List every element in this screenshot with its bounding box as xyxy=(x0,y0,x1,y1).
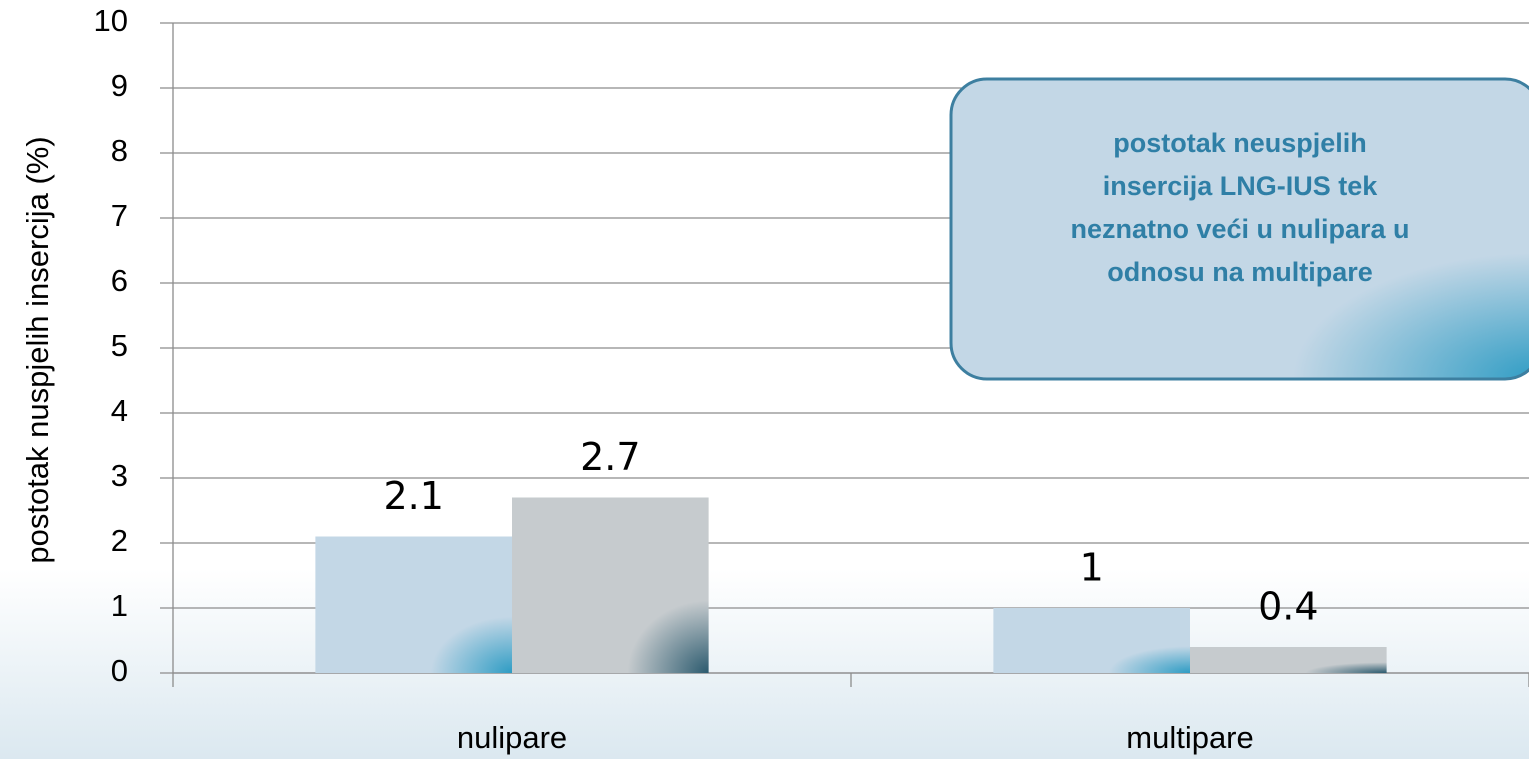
bar xyxy=(1190,647,1387,673)
annotation-line: postotak neuspjelih xyxy=(1113,128,1367,158)
bar xyxy=(993,608,1190,673)
bar xyxy=(315,536,512,673)
value-label: 2.7 xyxy=(580,435,640,479)
y-tick-label: 1 xyxy=(111,588,128,623)
annotation-box xyxy=(949,77,1529,381)
y-tick-label: 4 xyxy=(111,393,128,428)
bar xyxy=(512,497,709,673)
plot: 0 1 2 3 4 5 6 7 8 9 10 nulipare 2.1 2.7 multipare 1 0.4 xyxy=(94,3,1529,755)
annotation-line: insercija LNG-IUS tek xyxy=(1103,171,1379,201)
y-tick-label: 2 xyxy=(111,523,128,558)
y-tick-label: 9 xyxy=(111,68,128,103)
y-tick-label: 0 xyxy=(111,653,128,688)
y-tick-label: 10 xyxy=(94,3,128,38)
value-label: 1 xyxy=(1080,546,1104,590)
annotation: postotak neuspjelih insercija LNG-IUS tek… xyxy=(1070,128,1409,287)
y-tick-label: 8 xyxy=(111,133,128,168)
y-axis-label: postotak nuspjelih insercija (%) xyxy=(20,136,55,563)
y-tick-label: 3 xyxy=(111,458,128,493)
y-tick-label: 6 xyxy=(111,263,128,298)
value-label: 0.4 xyxy=(1258,585,1318,629)
x-tick-label: nulipare xyxy=(457,720,567,755)
annotation-line: neznatno veći u nulipara u xyxy=(1070,214,1409,244)
y-tick-label: 5 xyxy=(111,328,128,363)
x-tick-label: multipare xyxy=(1126,720,1254,755)
annotation-line: odnosu na multipare xyxy=(1107,257,1373,287)
y-tick-label: 7 xyxy=(111,198,128,233)
value-label: 2.1 xyxy=(383,474,443,518)
